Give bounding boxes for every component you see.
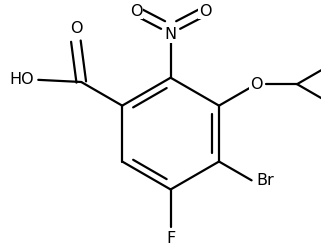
Text: Br: Br	[256, 173, 274, 188]
Text: O: O	[199, 3, 211, 19]
Text: O: O	[130, 3, 142, 19]
Text: HO: HO	[9, 72, 34, 87]
Text: F: F	[166, 231, 175, 247]
Text: O: O	[250, 77, 262, 92]
Text: O: O	[70, 21, 82, 36]
Text: N: N	[165, 27, 177, 42]
